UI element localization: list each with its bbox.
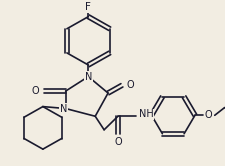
Text: O: O xyxy=(126,80,134,90)
Text: N: N xyxy=(84,72,92,82)
Text: O: O xyxy=(114,137,121,147)
Text: NH: NH xyxy=(138,109,153,119)
Text: O: O xyxy=(31,86,39,96)
Text: O: O xyxy=(204,110,212,120)
Text: F: F xyxy=(85,2,91,12)
Text: N: N xyxy=(60,104,67,114)
